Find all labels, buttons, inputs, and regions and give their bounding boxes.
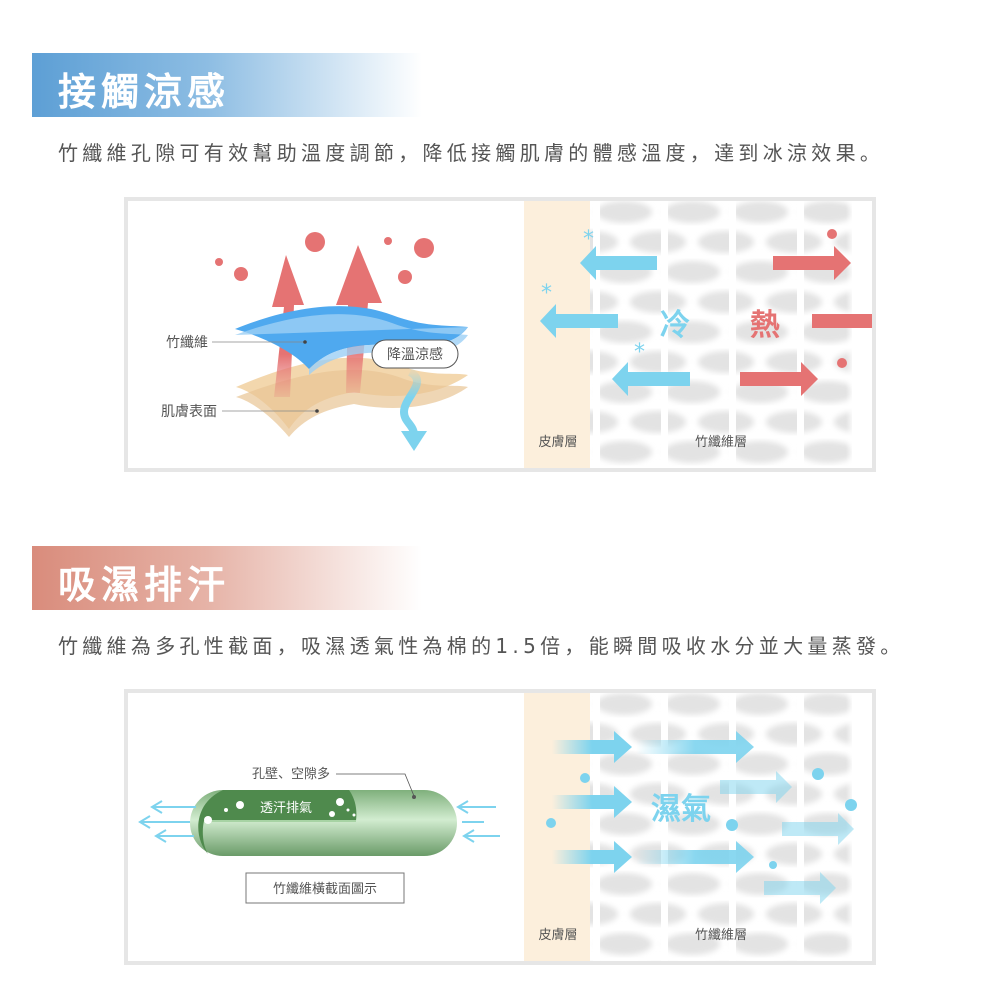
- cooling-bubble: [371, 339, 459, 369]
- fiber-layer-label: 竹纖維層: [695, 435, 747, 450]
- svg-text:*: *: [541, 281, 552, 306]
- pore-dots: [204, 798, 356, 824]
- caption-box: [245, 872, 405, 904]
- section-title: 吸濕排汗: [58, 562, 231, 607]
- fiber-layer-label: 竹纖維層: [695, 928, 747, 943]
- svg-text:*: *: [583, 227, 594, 252]
- fiber-weave: [590, 201, 852, 468]
- section-description: 竹纖維為多孔性截面，吸濕透氣性為棉的1.5倍，能瞬間吸收水分並大量蒸發。: [58, 634, 905, 658]
- skin-layer-strip: [524, 201, 590, 468]
- svg-text:*: *: [634, 340, 645, 365]
- label-pores: 孔壁、空隙多: [252, 766, 330, 782]
- heat-dots: [215, 232, 434, 284]
- moisture-diagram: 透汗排氣 孔壁、空隙多 竹纖維橫截面圖示 濕氣: [124, 689, 876, 965]
- label-bamboo-fiber: 竹纖維: [166, 335, 208, 351]
- cooling-bubble-text: 降溫涼感: [387, 346, 443, 363]
- snowflake-icon: * * *: [541, 227, 645, 365]
- cross-section-caption: 竹纖維橫截面圖示: [273, 882, 377, 897]
- section-header-moisture: 吸濕排汗: [32, 546, 422, 610]
- section-description: 竹纖維孔隙可有效幫助溫度調節，降低接觸肌膚的體感溫度，達到冰涼效果。: [58, 141, 885, 165]
- cold-arrows: [540, 246, 690, 396]
- label-sweat-ventilation: 透汗排氣: [260, 801, 312, 816]
- moisture-label: 濕氣: [651, 792, 711, 827]
- moisture-arrows: [552, 731, 854, 904]
- moisture-dots: [546, 768, 857, 869]
- cold-label: 冷: [660, 308, 690, 343]
- section-header-cooling: 接觸涼感: [32, 53, 422, 117]
- skin-layer-label: 皮膚層: [538, 434, 577, 450]
- label-skin-surface: 肌膚表面: [161, 404, 217, 420]
- cooling-down-arrow-icon: [399, 368, 421, 436]
- hot-label: 熱: [750, 308, 780, 343]
- airflow-arrows: [138, 800, 500, 843]
- skin-layer-strip: [524, 693, 590, 961]
- section-title: 接觸涼感: [58, 69, 231, 114]
- skin-layer-label: 皮膚層: [538, 927, 577, 943]
- cooling-diagram: 竹纖維 肌膚表面 降溫涼感 * * * 冷 熱 皮膚層 竹纖維層: [124, 197, 876, 472]
- hot-arrows: [740, 229, 872, 396]
